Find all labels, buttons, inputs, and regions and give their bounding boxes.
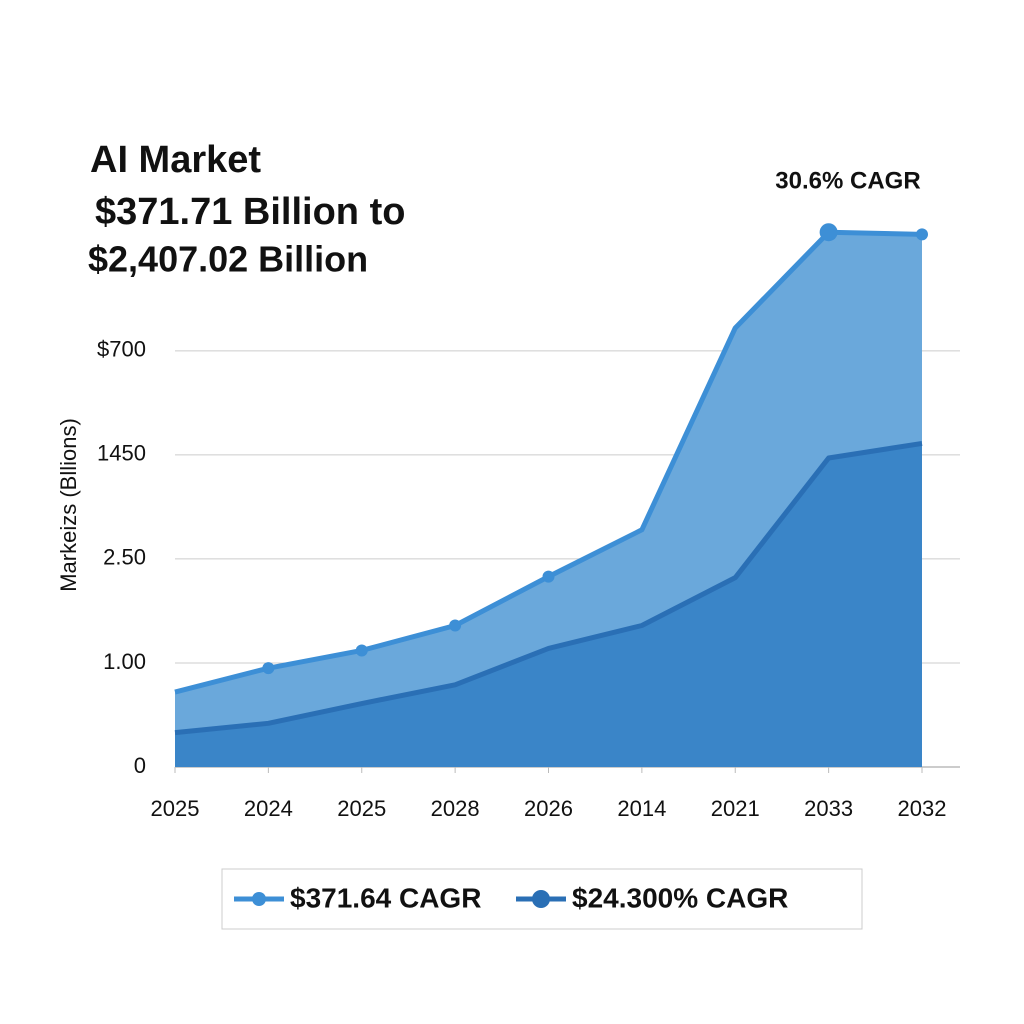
y-tick-label: $700: [97, 337, 146, 362]
chart-title: AI Market: [90, 139, 261, 181]
legend-marker: [532, 890, 550, 908]
y-axis-label: Markeizs (Bllions): [56, 418, 81, 592]
line: [174, 440, 923, 736]
x-tick-label: 2033: [804, 796, 853, 821]
legend-marker: [252, 892, 266, 906]
area: [175, 443, 922, 767]
annotation: 30.6% CAGR: [775, 167, 920, 194]
marker: [819, 223, 838, 242]
x-tick-label: 2014: [617, 796, 666, 821]
x-tick-label: 2021: [711, 796, 760, 821]
marker: [355, 644, 368, 657]
x-tick-label: 2028: [431, 796, 480, 821]
chart-title: $2,407.02 Billion: [88, 239, 368, 280]
x-tick-label: 2025: [151, 796, 200, 821]
x-tick-label: 2026: [524, 796, 573, 821]
x-tick-label: 2025: [337, 796, 386, 821]
x-tick-label: 2024: [244, 796, 293, 821]
marker: [449, 619, 462, 632]
legend-label: $371.64 CAGR: [290, 882, 481, 913]
y-tick-label: 1450: [97, 441, 146, 466]
legend-label: $24.300% CAGR: [572, 882, 788, 913]
y-tick-label: 2.50: [103, 545, 146, 570]
marker: [262, 662, 275, 675]
y-tick-label: 1.00: [103, 649, 146, 674]
y-tick-label: 0: [134, 753, 146, 778]
marker: [916, 228, 928, 241]
marker: [542, 570, 555, 583]
chart-title: $371.71 Billion to: [95, 191, 405, 233]
x-tick-label: 2032: [898, 796, 947, 821]
